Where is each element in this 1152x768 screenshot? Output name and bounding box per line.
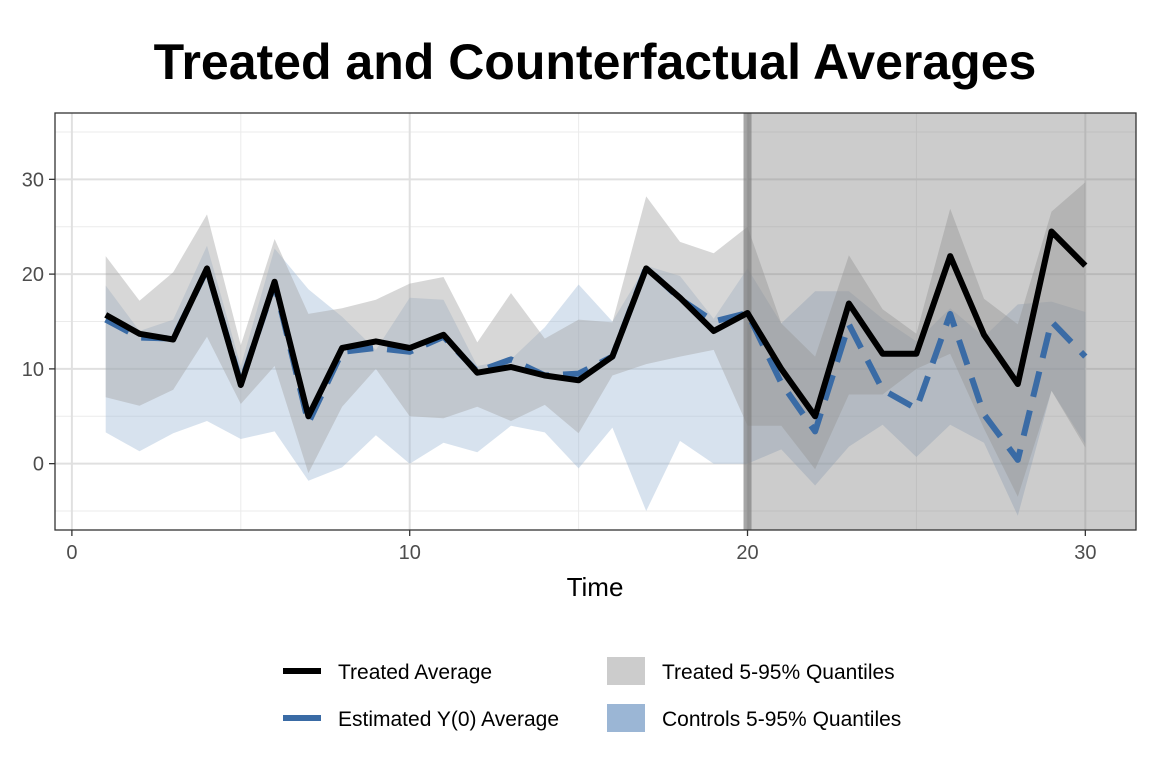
legend-label: Treated Average xyxy=(338,661,492,684)
x-axis: 0 10 20 30 xyxy=(66,530,1096,564)
quantile-bands xyxy=(105,182,1086,516)
x-tick-label: 30 xyxy=(1074,542,1096,564)
treatment-period xyxy=(743,113,1136,530)
y-tick-label: 10 xyxy=(22,359,44,381)
chart-title: Treated and Counterfactual Averages xyxy=(154,34,1037,90)
y-tick-label: 30 xyxy=(22,169,44,191)
legend: Treated Average Treated 5-95% Quantiles Es… xyxy=(283,657,901,732)
treated-average-line xyxy=(104,228,1088,420)
y-axis: 0 10 20 30 xyxy=(22,169,55,476)
treated-quantile-band xyxy=(105,182,1086,497)
series-lines xyxy=(104,228,1088,463)
legend-key-swatch xyxy=(607,704,645,732)
x-tick-label: 10 xyxy=(399,542,421,564)
plot-panel xyxy=(54,112,1137,531)
legend-label: Estimated Y(0) Average xyxy=(338,708,559,731)
estimated-y0-average-line xyxy=(104,264,1088,463)
y-tick-label: 20 xyxy=(22,264,44,286)
panel-border xyxy=(54,112,1137,531)
x-axis-title: Time xyxy=(567,572,624,602)
legend-label: Treated 5-95% Quantiles xyxy=(662,661,895,684)
x-tick-label: 0 xyxy=(66,542,77,564)
y-tick-label: 0 xyxy=(33,454,44,476)
legend-key-swatch xyxy=(607,657,645,685)
x-tick-label: 20 xyxy=(736,542,758,564)
treatment-period-shade xyxy=(747,113,1136,530)
controls-quantile-band xyxy=(105,245,1086,516)
legend-label: Controls 5-95% Quantiles xyxy=(662,708,901,731)
